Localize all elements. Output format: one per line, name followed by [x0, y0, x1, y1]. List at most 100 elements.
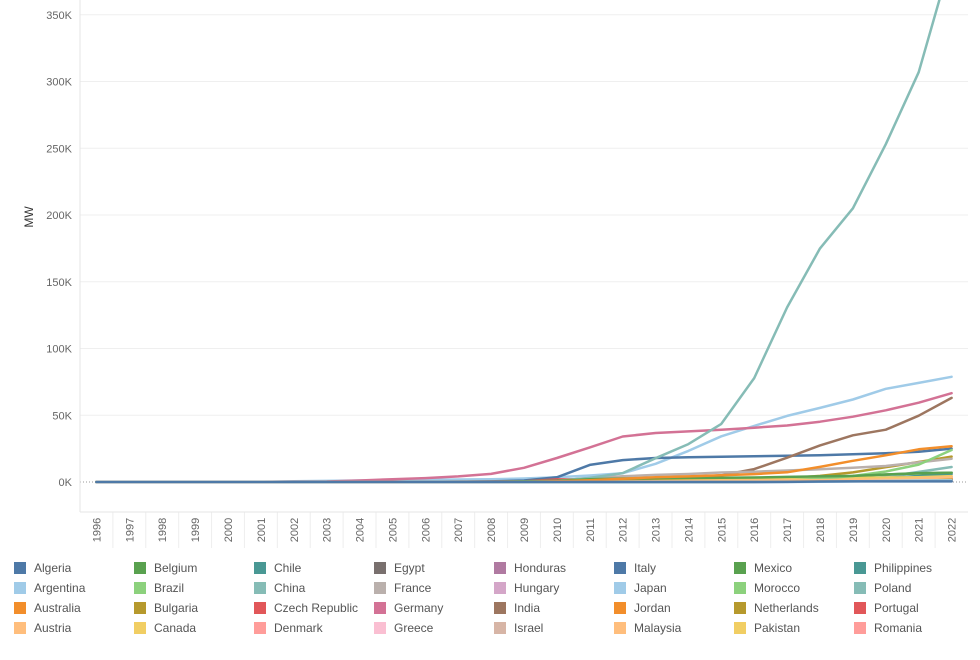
legend-label: Pakistan: [754, 621, 801, 635]
legend-swatch: [254, 602, 266, 614]
legend-swatch: [734, 582, 746, 594]
legend-item-pakistan[interactable]: Pakistan: [734, 620, 800, 636]
x-tick-label: 1996: [91, 518, 103, 542]
legend-label: Honduras: [514, 561, 567, 575]
legend-swatch: [494, 602, 506, 614]
legend-label: Belgium: [154, 561, 198, 575]
legend-item-austria[interactable]: Austria: [14, 620, 71, 636]
series-line-algeria[interactable]: [95, 480, 953, 484]
legend-label: Egypt: [394, 561, 425, 575]
x-tick-label: 2012: [618, 518, 630, 542]
legend-swatch: [374, 622, 386, 634]
x-tick-label: 2016: [749, 518, 761, 542]
legend-swatch: [854, 582, 866, 594]
legend-label: Greece: [394, 621, 434, 635]
legend-item-brazil[interactable]: Brazil: [134, 580, 184, 596]
y-tick-label: 250K: [46, 143, 72, 155]
x-tick-label: 2007: [453, 518, 465, 542]
series-line-china[interactable]: [95, 0, 951, 484]
x-tick-label: 1999: [190, 518, 202, 542]
legend-label: Hungary: [514, 581, 560, 595]
legend-swatch: [254, 622, 266, 634]
legend-item-chile[interactable]: Chile: [254, 560, 301, 576]
legend-label: Poland: [874, 581, 912, 595]
legend-swatch: [734, 562, 746, 574]
x-tick-label: 2021: [914, 518, 926, 542]
x-tick-label: 2003: [322, 518, 334, 542]
legend-swatch: [614, 622, 626, 634]
legend-label: Canada: [154, 621, 197, 635]
legend-label: France: [394, 581, 432, 595]
legend-label: India: [514, 601, 541, 615]
line-chart: 0K 50K 100K 150K 200K 250K 300K 350K 1996 1997 199…: [22, 0, 968, 548]
legend-label: Algeria: [34, 561, 72, 575]
legend-item-india[interactable]: India: [494, 600, 540, 616]
legend-item-honduras[interactable]: Honduras: [494, 560, 566, 576]
x-tick-label: 2004: [355, 518, 367, 542]
legend-item-belgium[interactable]: Belgium: [134, 560, 197, 576]
legend-item-japan[interactable]: Japan: [614, 580, 667, 596]
legend-item-israel[interactable]: Israel: [494, 620, 543, 636]
legend-swatch: [734, 602, 746, 614]
x-tick-label: 2010: [552, 518, 564, 542]
legend-swatch: [134, 622, 146, 634]
y-tick-label: 50K: [52, 410, 72, 422]
legend-label: Brazil: [154, 581, 185, 595]
legend-item-mexico[interactable]: Mexico: [734, 560, 792, 576]
legend-item-netherlands[interactable]: Netherlands: [734, 600, 819, 616]
legend-swatch: [254, 582, 266, 594]
legend-item-malaysia[interactable]: Malaysia: [614, 620, 681, 636]
legend-item-algeria[interactable]: Algeria: [14, 560, 71, 576]
x-tick-label: 2005: [387, 518, 399, 542]
legend-swatch: [374, 582, 386, 594]
legend-item-australia[interactable]: Australia: [14, 600, 81, 616]
y-tick-label: 350K: [46, 10, 72, 22]
legend-swatch: [854, 562, 866, 574]
x-tick-label: 2014: [683, 518, 695, 542]
legend-item-egypt[interactable]: Egypt: [374, 560, 425, 576]
legend-swatch: [14, 562, 26, 574]
legend-item-poland[interactable]: Poland: [854, 580, 911, 596]
x-tick-label: 2019: [848, 518, 860, 542]
legend-item-greece[interactable]: Greece: [374, 620, 433, 636]
x-tick-label: 2015: [716, 518, 728, 542]
legend-item-france[interactable]: France: [374, 580, 431, 596]
legend-label: Australia: [34, 601, 81, 615]
legend-item-philippines[interactable]: Philippines: [854, 560, 932, 576]
legend-item-denmark[interactable]: Denmark: [254, 620, 323, 636]
x-tick-label: 2009: [519, 518, 531, 542]
legend-swatch: [14, 582, 26, 594]
legend-item-argentina[interactable]: Argentina: [14, 580, 85, 596]
x-tick-label: 2013: [651, 518, 663, 542]
y-tick-label: 200K: [46, 210, 72, 222]
x-tick-label: 2018: [815, 518, 827, 542]
legend-label: Austria: [34, 621, 72, 635]
legend-item-bulgaria[interactable]: Bulgaria: [134, 600, 198, 616]
legend-label: Japan: [634, 581, 667, 595]
legend-label: China: [274, 581, 306, 595]
legend-item-jordan[interactable]: Jordan: [614, 600, 671, 616]
legend-item-czech-republic[interactable]: Czech Republic: [254, 600, 358, 616]
legend-swatch: [734, 622, 746, 634]
legend-item-germany[interactable]: Germany: [374, 600, 443, 616]
legend-item-china[interactable]: China: [254, 580, 305, 596]
legend-item-italy[interactable]: Italy: [614, 560, 656, 576]
legend-label: Israel: [514, 621, 544, 635]
legend-item-hungary[interactable]: Hungary: [494, 580, 559, 596]
legend-item-romania[interactable]: Romania: [854, 620, 922, 636]
legend-swatch: [494, 562, 506, 574]
x-tick-label: 2008: [486, 518, 498, 542]
y-tick-label: 300K: [46, 77, 72, 89]
legend-swatch: [854, 622, 866, 634]
x-tick-label: 1998: [157, 518, 169, 542]
x-tick-label: 2017: [782, 518, 794, 542]
legend-swatch: [254, 562, 266, 574]
x-tick-label: 2000: [223, 518, 235, 542]
legend-item-morocco[interactable]: Morocco: [734, 580, 800, 596]
legend-label: Germany: [394, 601, 444, 615]
legend-swatch: [134, 582, 146, 594]
legend-item-portugal[interactable]: Portugal: [854, 600, 919, 616]
legend-swatch: [854, 602, 866, 614]
legend-item-canada[interactable]: Canada: [134, 620, 196, 636]
x-tick-label: 2022: [947, 518, 959, 542]
